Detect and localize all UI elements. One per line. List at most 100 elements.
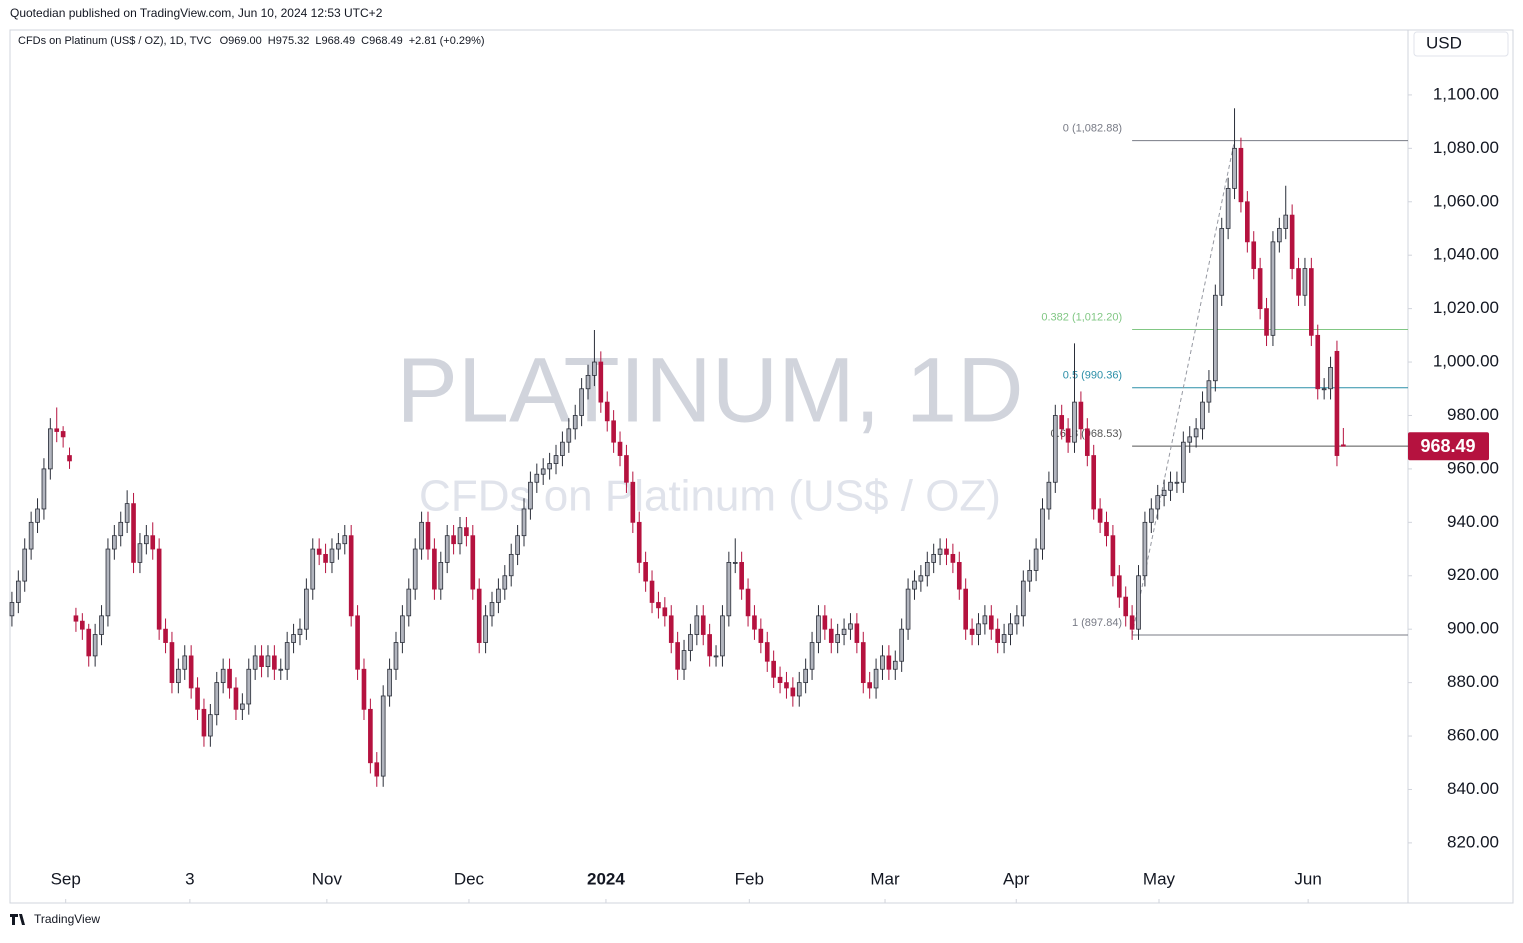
candle-body (764, 642, 770, 662)
candle-body (380, 695, 386, 777)
candle-body (220, 668, 226, 684)
fib-level-label: 1 (897.84) (1072, 617, 1122, 629)
legend-value: +2.81 (+0.29%) (409, 35, 485, 47)
candle-body (252, 655, 258, 670)
y-tick-label: 1,000.00 (1433, 352, 1499, 371)
candle-body (1187, 436, 1193, 443)
candle-body (400, 615, 405, 643)
candle-body (700, 615, 706, 635)
candle-body (329, 548, 335, 563)
candle-body (60, 431, 66, 438)
candle-body (425, 521, 431, 550)
candle-body (457, 527, 463, 545)
candle-body (323, 553, 328, 563)
candle-body (995, 628, 1001, 643)
candle-body (195, 687, 200, 710)
candle-body (73, 615, 79, 622)
legend: CFDs on Platinum (US$ / OZ), 1D, TVC O96… (18, 35, 485, 47)
candle-body (1027, 570, 1033, 582)
x-tick-label: May (1143, 869, 1176, 888)
candle-body (1104, 521, 1109, 537)
candle-body (1277, 228, 1282, 243)
x-tick-label: Mar (870, 869, 900, 888)
candle-body (118, 521, 124, 537)
candle-body (1046, 481, 1052, 510)
candle-body (963, 588, 969, 630)
candle-body (80, 620, 85, 630)
candle-body (393, 642, 399, 670)
candle-body (905, 588, 911, 630)
candle-body (131, 503, 136, 563)
candle-body (1283, 214, 1289, 229)
candle-body (1309, 268, 1314, 336)
candle-body (227, 668, 232, 689)
currency-box (1413, 31, 1509, 57)
candle-body (361, 668, 367, 710)
candle-body (1225, 188, 1231, 229)
watermark-subtitle: CFDs on Platinum (US$ / OZ) (419, 472, 1001, 521)
last-price-label: 968.49 (1420, 436, 1475, 456)
candle-body (969, 628, 975, 635)
candle-body (1129, 615, 1135, 630)
y-tick-label: 940.00 (1447, 512, 1499, 531)
candle-body (624, 455, 629, 483)
candle-body (28, 521, 34, 550)
x-tick-label: Feb (735, 869, 764, 888)
candle-body (1142, 521, 1148, 577)
candle-body (873, 668, 879, 689)
candle-body (1245, 201, 1250, 243)
candle-body (835, 634, 840, 643)
candle-body (92, 634, 98, 657)
candle-body (233, 687, 239, 710)
y-tick-label: 1,060.00 (1433, 191, 1499, 210)
candle-body (470, 535, 476, 590)
candle-body (1232, 147, 1237, 189)
candle-body (259, 655, 264, 667)
candle-body (585, 375, 591, 390)
y-tick-label: 1,080.00 (1433, 138, 1499, 157)
chart-frame (9, 29, 1514, 904)
candle-body (86, 628, 92, 657)
candle-body (1174, 481, 1180, 484)
candle-body (291, 634, 296, 643)
candle-body (1302, 268, 1308, 296)
candle-body (502, 575, 508, 590)
candle-body (796, 682, 802, 697)
candle-body (432, 548, 437, 590)
candle-body (771, 660, 776, 678)
candle-body (976, 623, 981, 635)
candle-body (1155, 495, 1161, 510)
candle-body (1091, 455, 1097, 510)
candle-body (1181, 441, 1186, 483)
candle-body (150, 535, 156, 550)
fib-level-label: 0 (1,082.88) (1063, 123, 1122, 135)
candle-body (944, 548, 949, 555)
candle-body (924, 562, 930, 577)
candle-body (841, 628, 847, 635)
candle-body (528, 481, 533, 510)
candle-body (137, 543, 143, 563)
candle-body (438, 562, 444, 590)
candle-body (617, 441, 623, 456)
candle-body (310, 548, 316, 590)
candle-body (572, 415, 578, 430)
candle-body (707, 634, 712, 657)
currency: USD (1426, 33, 1462, 52)
x-tick-label: 2024 (587, 869, 625, 888)
fib-trend-line (1131, 140, 1236, 636)
candle-body (1289, 214, 1295, 269)
candle-body (662, 607, 668, 617)
candle-body (739, 562, 744, 590)
candle-body (848, 623, 853, 630)
candle-body (1264, 308, 1269, 336)
candle-body (860, 642, 866, 684)
candle-body (188, 655, 194, 689)
candle-body (950, 553, 956, 563)
candle-body (521, 508, 527, 537)
candle-body (720, 615, 725, 657)
candle-body (1065, 428, 1071, 443)
candle-body (508, 553, 514, 577)
candle-body (105, 548, 111, 617)
candle-body (560, 441, 565, 456)
candle-body (854, 623, 860, 643)
